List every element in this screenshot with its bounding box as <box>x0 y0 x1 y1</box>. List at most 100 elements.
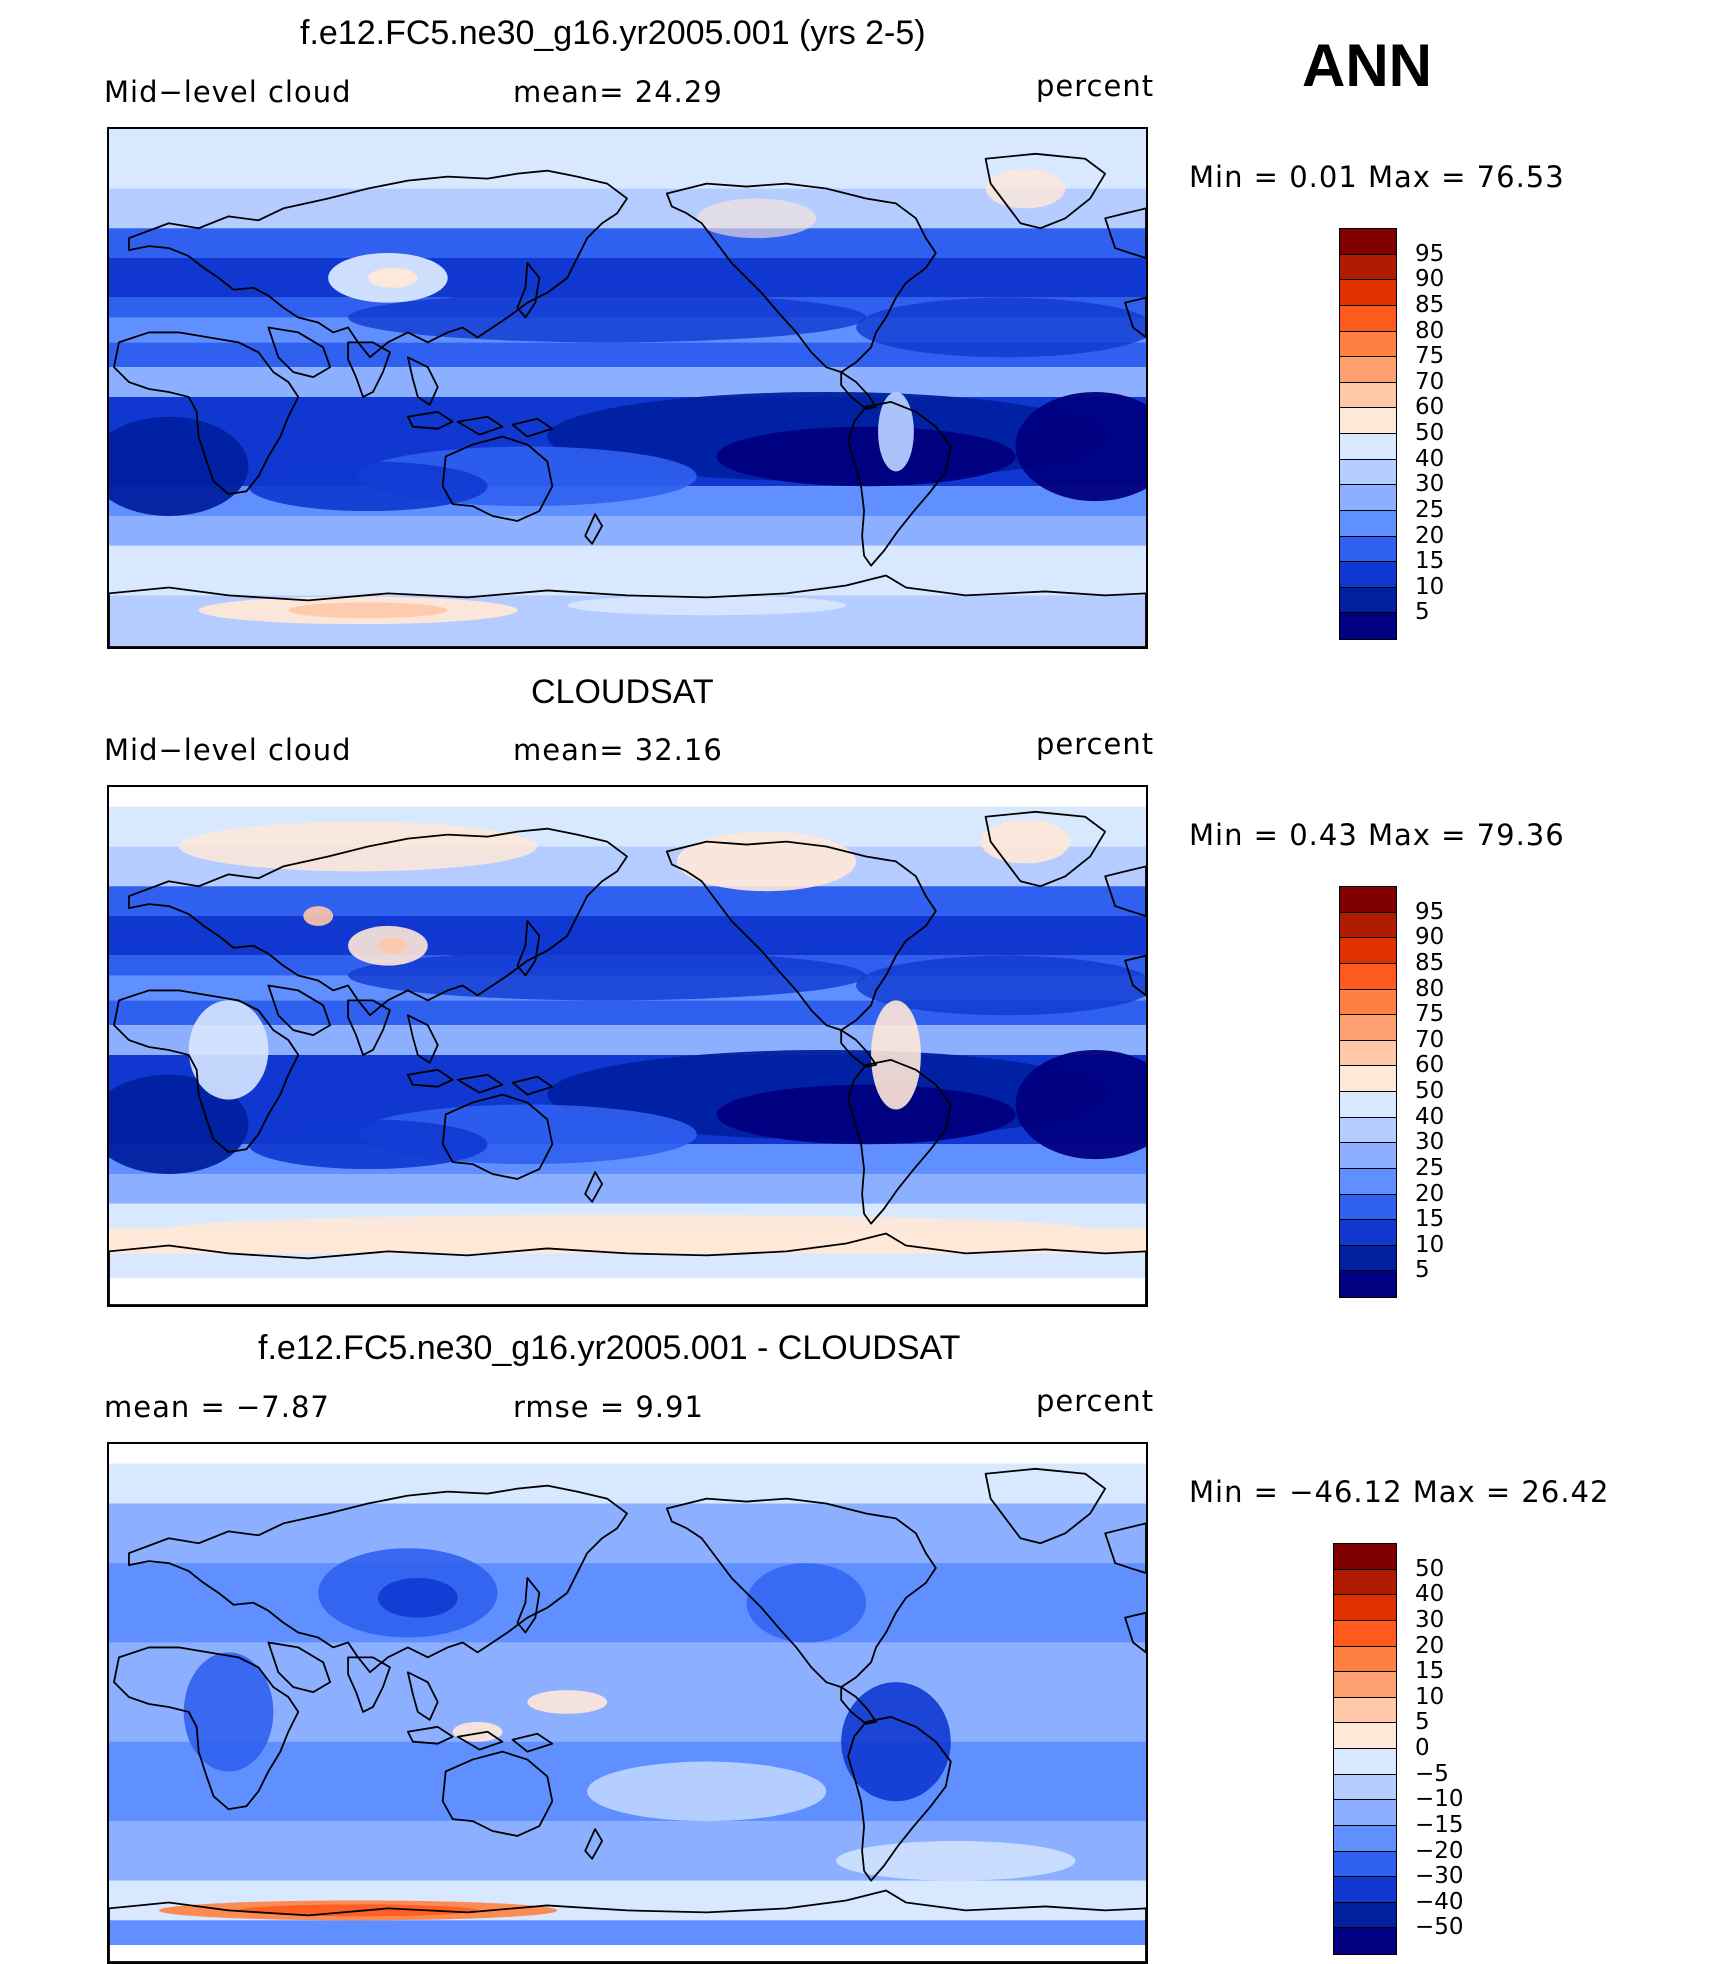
panel-1-minmax-label: Min = 0.01 Max = 76.53 <box>1189 160 1565 194</box>
colorbar-tick-label: 60 <box>1415 1052 1445 1079</box>
colorbar-cell <box>1340 1015 1396 1041</box>
panel-2-minmax-label: Min = 0.43 Max = 79.36 <box>1189 818 1565 852</box>
colorbar-tick-label: 50 <box>1415 420 1445 446</box>
colorbar-cell <box>1340 562 1396 588</box>
panel-2-variable-label: Mid−level cloud <box>104 733 352 767</box>
colorbar-cell <box>1334 1569 1396 1596</box>
colorbar-tick-label: 0 <box>1415 1735 1430 1761</box>
colorbar-tick-label: 10 <box>1415 573 1445 600</box>
colorbar-tick-label: 20 <box>1415 522 1445 549</box>
colorbar-tick-label: 10 <box>1415 1231 1445 1258</box>
colorbar-cell <box>1340 536 1396 563</box>
colorbar-cell <box>1334 1620 1396 1647</box>
colorbar-cell <box>1334 1877 1396 1903</box>
colorbar-tick-label: 70 <box>1415 368 1445 395</box>
panel-3-units-label: percent <box>1036 1384 1155 1418</box>
colorbar-tick-label: 60 <box>1415 394 1445 421</box>
colorbar-tick-label: 80 <box>1415 975 1445 1002</box>
colorbar-cell <box>1340 331 1396 358</box>
colorbar-tick-label: −15 <box>1415 1811 1464 1838</box>
colorbar-tick-label: 25 <box>1415 1154 1445 1181</box>
panel-2-colorbar <box>1339 886 1397 1298</box>
panel-1-title: f.e12.FC5.ne30_g16.yr2005.001 (yrs 2-5) <box>300 14 926 52</box>
colorbar-cell <box>1340 912 1396 939</box>
colorbar-cell <box>1340 963 1396 990</box>
colorbar-cell <box>1340 485 1396 511</box>
colorbar-tick-label: 5 <box>1415 1257 1430 1284</box>
colorbar-tick-label: 95 <box>1415 240 1445 267</box>
panel-1-map <box>107 127 1148 649</box>
colorbar-tick-label: 50 <box>1415 1555 1445 1582</box>
colorbar-tick-label: −10 <box>1415 1786 1464 1813</box>
colorbar-tick-label: 5 <box>1415 1709 1430 1736</box>
colorbar-tick-label: −5 <box>1415 1760 1449 1787</box>
colorbar-cell <box>1340 1117 1396 1144</box>
panel-1-mean-label: mean= 24.29 <box>513 75 723 109</box>
colorbar-cell <box>1340 357 1396 383</box>
colorbar-cell <box>1340 613 1396 639</box>
colorbar-cell <box>1340 254 1396 281</box>
colorbar-tick-label: 15 <box>1415 1658 1445 1685</box>
colorbar-tick-label: 85 <box>1415 949 1445 976</box>
panel-3-colorbar <box>1333 1543 1397 1955</box>
colorbar-tick-label: 40 <box>1415 445 1445 472</box>
colorbar-tick-label: −50 <box>1415 1914 1464 1941</box>
panel-1-colorbar <box>1339 228 1397 640</box>
colorbar-cell <box>1340 989 1396 1016</box>
colorbar-cell <box>1334 1749 1396 1775</box>
colorbar-cell <box>1340 408 1396 434</box>
colorbar-cell <box>1334 1774 1396 1801</box>
colorbar-tick-label: 85 <box>1415 291 1445 318</box>
colorbar-tick-label: 5 <box>1415 599 1430 626</box>
colorbar-cell <box>1334 1928 1396 1954</box>
colorbar-cell <box>1340 382 1396 409</box>
colorbar-cell <box>1340 938 1396 964</box>
colorbar-cell <box>1340 1092 1396 1118</box>
colorbar-tick-label: 95 <box>1415 898 1445 925</box>
colorbar-tick-label: 90 <box>1415 266 1445 293</box>
colorbar-cell <box>1340 280 1396 306</box>
colorbar-cell <box>1340 1271 1396 1297</box>
colorbar-tick-label: 40 <box>1415 1103 1445 1130</box>
colorbar-tick-label: 70 <box>1415 1026 1445 1053</box>
colorbar-cell <box>1334 1902 1396 1929</box>
colorbar-tick-label: 25 <box>1415 496 1445 523</box>
colorbar-cell <box>1340 459 1396 486</box>
colorbar-cell <box>1340 510 1396 537</box>
colorbar-tick-label: 75 <box>1415 343 1445 370</box>
colorbar-tick-label: −30 <box>1415 1863 1464 1890</box>
panel-1-units-label: percent <box>1036 69 1155 103</box>
panel-3-title: f.e12.FC5.ne30_g16.yr2005.001 - CLOUDSAT <box>258 1329 961 1367</box>
colorbar-cell <box>1340 1143 1396 1169</box>
colorbar-tick-label: 10 <box>1415 1683 1445 1710</box>
colorbar-cell <box>1340 1245 1396 1272</box>
panel-3-rmse-label: rmse = 9.91 <box>513 1390 704 1424</box>
colorbar-tick-label: 15 <box>1415 1206 1445 1233</box>
panel-1-variable-label: Mid−level cloud <box>104 75 352 109</box>
panel-3-map <box>107 1442 1148 1964</box>
colorbar-cell <box>1334 1544 1396 1570</box>
colorbar-cell <box>1334 1646 1396 1673</box>
season-label: ANN <box>1302 32 1432 99</box>
colorbar-cell <box>1340 1066 1396 1092</box>
colorbar-cell <box>1340 434 1396 460</box>
panel-2-units-label: percent <box>1036 727 1155 761</box>
panel-2-mean-label: mean= 32.16 <box>513 733 723 767</box>
colorbar-cell <box>1334 1697 1396 1724</box>
colorbar-tick-label: 80 <box>1415 317 1445 344</box>
colorbar-tick-label: −40 <box>1415 1888 1464 1915</box>
colorbar-cell <box>1334 1723 1396 1749</box>
colorbar-tick-label: 20 <box>1415 1632 1445 1659</box>
colorbar-cell <box>1334 1825 1396 1852</box>
colorbar-cell <box>1340 1194 1396 1221</box>
colorbar-cell <box>1340 1220 1396 1246</box>
colorbar-cell <box>1334 1672 1396 1698</box>
colorbar-tick-label: 75 <box>1415 1001 1445 1028</box>
colorbar-tick-label: 90 <box>1415 924 1445 951</box>
panel-3-mean-label: mean = −7.87 <box>104 1390 330 1424</box>
colorbar-tick-label: 30 <box>1415 471 1445 498</box>
colorbar-cell <box>1340 1168 1396 1195</box>
colorbar-tick-label: 20 <box>1415 1180 1445 1207</box>
colorbar-tick-label: −20 <box>1415 1837 1464 1864</box>
colorbar-cell <box>1340 305 1396 332</box>
